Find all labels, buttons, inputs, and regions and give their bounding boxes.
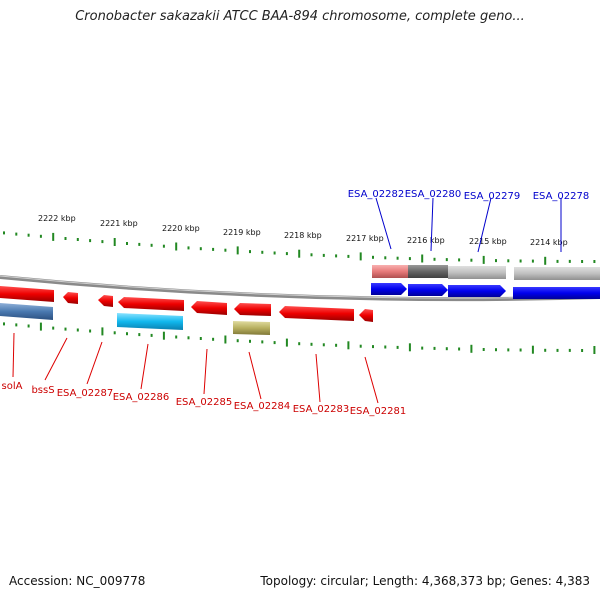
gene-label[interactable]: ESA_02282 <box>348 189 405 200</box>
scale-ticks-bottom <box>3 322 596 354</box>
gene-arrow-reverse[interactable] <box>0 286 54 302</box>
feature-bars-top <box>372 265 600 280</box>
feature-bar[interactable] <box>408 265 448 278</box>
leader-lines-bottom <box>12 332 379 404</box>
scale-label: 2217 kbp <box>346 234 384 243</box>
gene-label[interactable]: ESA_02281 <box>350 406 407 417</box>
feature-bar[interactable] <box>448 266 506 279</box>
leader-lines-top <box>375 197 562 253</box>
gene-arrow-forward[interactable] <box>513 287 600 299</box>
accession-label: Accession: NC_009778 <box>9 574 146 588</box>
scale-label: 2218 kbp <box>284 231 322 240</box>
scale-ticks-top <box>3 231 596 265</box>
feature-bar[interactable] <box>0 303 53 320</box>
gene-arrow-reverse[interactable] <box>359 309 373 322</box>
feature-bar[interactable] <box>372 265 408 278</box>
scale-label: 2221 kbp <box>100 219 138 228</box>
scale-label: 2216 kbp <box>407 236 445 245</box>
gene-label[interactable]: ESA_02279 <box>464 191 521 202</box>
gene-arrow-reverse[interactable] <box>234 303 271 316</box>
feature-bar[interactable] <box>117 313 183 330</box>
feature-bar[interactable] <box>233 321 270 335</box>
gene-label[interactable]: ESA_02287 <box>57 388 114 399</box>
gene-labels-bottom: solA bssS ESA_02287 ESA_02286 ESA_02285 … <box>2 381 407 417</box>
gene-label[interactable]: bssS <box>31 385 54 396</box>
gene-label[interactable]: ESA_02284 <box>234 401 291 412</box>
gene-labels-top: ESA_02282 ESA_02280 ESA_02279 ESA_02278 <box>348 189 590 202</box>
forward-genes <box>371 283 600 299</box>
gene-label[interactable]: ESA_02286 <box>113 392 170 403</box>
gene-arrow-reverse[interactable] <box>279 306 354 321</box>
gene-arrow-forward[interactable] <box>408 284 448 296</box>
gene-arrow-reverse[interactable] <box>98 295 113 307</box>
gene-label[interactable]: ESA_02285 <box>176 397 233 408</box>
gene-arrow-reverse[interactable] <box>63 292 78 304</box>
scale-label: 2219 kbp <box>223 228 261 237</box>
gene-label[interactable]: ESA_02283 <box>293 404 350 415</box>
gene-label[interactable]: ESA_02278 <box>533 191 590 202</box>
map-title: Cronobacter sakazakii ATCC BAA-894 chrom… <box>75 9 525 24</box>
feature-bar[interactable] <box>514 267 600 280</box>
scale-label: 2220 kbp <box>162 224 200 233</box>
topology-stats-label: Topology: circular; Length: 4,368,373 bp… <box>260 574 590 588</box>
scale-labels: 2222 kbp 2221 kbp 2220 kbp 2219 kbp 2218… <box>38 214 568 247</box>
reverse-genes <box>0 286 373 322</box>
gene-label[interactable]: ESA_02280 <box>405 189 462 200</box>
scale-label: 2214 kbp <box>530 238 568 247</box>
gene-arrow-reverse[interactable] <box>191 301 227 315</box>
scale-label: 2215 kbp <box>469 237 507 246</box>
gene-arrow-forward[interactable] <box>371 283 407 295</box>
scale-label: 2222 kbp <box>38 214 76 223</box>
gene-label[interactable]: solA <box>2 381 23 392</box>
gene-arrow-forward[interactable] <box>448 285 506 297</box>
gene-arrow-reverse[interactable] <box>118 297 184 311</box>
feature-bars-bottom <box>0 303 270 335</box>
